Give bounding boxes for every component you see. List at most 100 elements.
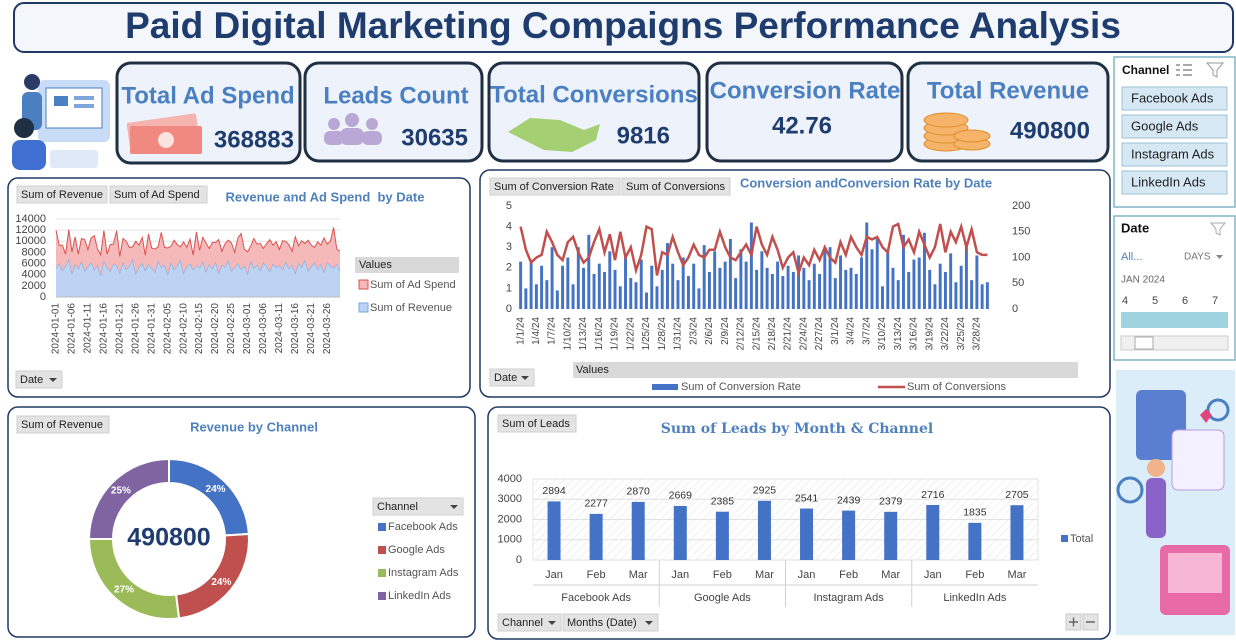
x-tick-label: Mar [755,569,774,581]
x-tick-label: 2024-03-06 [258,303,269,355]
dropdown-arrow[interactable] [548,621,556,625]
bar [926,505,940,560]
bar [791,271,795,309]
x-tick-label: Feb [965,569,984,581]
data-label: 2379 [879,496,903,508]
timeline-title: Date [1121,220,1149,235]
bar [734,278,738,309]
field-button-label: Sum of Revenue [21,419,103,431]
legend-swatch [378,546,386,554]
bar [547,501,561,560]
zoom-buttons[interactable] [1065,613,1099,631]
multiselect-icon[interactable] [1176,64,1192,76]
bar [576,247,580,309]
legend-label: Total [1070,533,1093,545]
field-button[interactable] [15,370,63,389]
field-button[interactable] [621,177,731,196]
line [519,222,988,278]
slicer-item[interactable] [1121,170,1228,195]
x-tick-label: 1/10/24 [562,317,573,351]
field-button[interactable] [497,613,562,632]
data-label: 2277 [584,498,608,510]
clear-filter-icon[interactable] [1209,222,1227,236]
field-button[interactable] [562,613,659,632]
slicer-item-label: Facebook Ads [1131,90,1214,105]
bar [891,267,895,309]
x-tick-label: 1/16/24 [594,317,605,351]
field-button[interactable] [16,185,108,204]
bar [561,265,565,309]
x-tick-label: 2024-01-01 [51,303,62,355]
legend-button[interactable] [372,497,464,516]
bar [928,269,932,309]
bar [938,263,942,309]
chart-title: Revenue by Channel [190,419,318,434]
x-tick-label: 2/21/24 [783,317,794,351]
bar [828,247,832,309]
bar [865,222,869,309]
field-button[interactable] [489,368,535,387]
x-tick-label: 3/22/24 [940,317,951,351]
field-button[interactable] [109,185,208,204]
legend-title: Values [576,364,609,376]
timeline-bar[interactable] [1121,312,1228,328]
slicer-item[interactable] [1121,142,1228,167]
field-button-label: Date [20,374,43,386]
dropdown-arrow[interactable] [450,505,458,509]
x-tick-label: Mar [1007,569,1026,581]
bar [760,251,764,309]
slicer-item[interactable] [1121,86,1228,111]
x-tick-label: 2/24/24 [798,317,809,351]
bar [770,273,774,309]
dropdown-arrow[interactable] [645,621,653,625]
x-tick-label: 3/7/24 [861,317,872,345]
y-tick-label: 3 [506,241,512,253]
x-tick-label: 2/15/24 [751,317,762,351]
bar [728,238,732,309]
slicer-item-label: Google Ads [1131,118,1199,133]
group-label: LinkedIn Ads [943,592,1006,604]
x-tick-label: 2024-02-15 [194,303,205,355]
bar [833,278,837,309]
x-tick-label: 2024-02-20 [210,303,221,355]
bar [922,232,926,309]
slicer-title: Channel [1122,63,1169,77]
timeline-period: JAN 2024 [1121,275,1165,286]
bar [529,259,533,309]
data-label: 2705 [1005,489,1029,501]
legend-swatch [358,302,369,313]
area-fill [56,227,340,276]
bar [524,288,528,309]
y-tick-label: 14000 [15,213,46,225]
bar [781,276,785,309]
field-button[interactable] [489,177,621,196]
chart-title: Conversion andConversion Rate by Date [740,175,992,190]
x-tick-label: 2024-02-05 [162,303,173,355]
legend-label: Instagram Ads [388,567,459,579]
y-tick-label: 2 [506,262,512,274]
kpi-label: Total Ad Spend [121,82,294,109]
slicer-item[interactable] [1121,114,1228,139]
clear-filter-icon[interactable] [1205,62,1225,78]
timeline-day: 7 [1212,295,1218,307]
bar [797,255,801,309]
dropdown-arrow[interactable] [49,378,57,382]
x-tick-label: 2024-03-01 [242,303,253,355]
legend-label: Sum of Conversion Rate [681,381,801,393]
field-button[interactable] [16,415,110,434]
y2-tick-label: 150 [1012,226,1030,238]
dropdown-arrow[interactable] [521,376,529,380]
bar [765,267,769,309]
field-button[interactable] [497,414,577,433]
bar [933,284,937,309]
dropdown-arrow[interactable] [1216,255,1223,259]
bar [582,267,586,309]
illustration [12,74,110,170]
bar [854,273,858,309]
x-tick-label: 3/28/24 [972,317,983,351]
field-button-label: Sum of Ad Spend [114,189,200,201]
timeline-scroll-thumb[interactable] [1134,336,1154,350]
bar [608,251,612,309]
bar [634,282,638,309]
x-tick-label: 2/3/24 [688,317,699,345]
